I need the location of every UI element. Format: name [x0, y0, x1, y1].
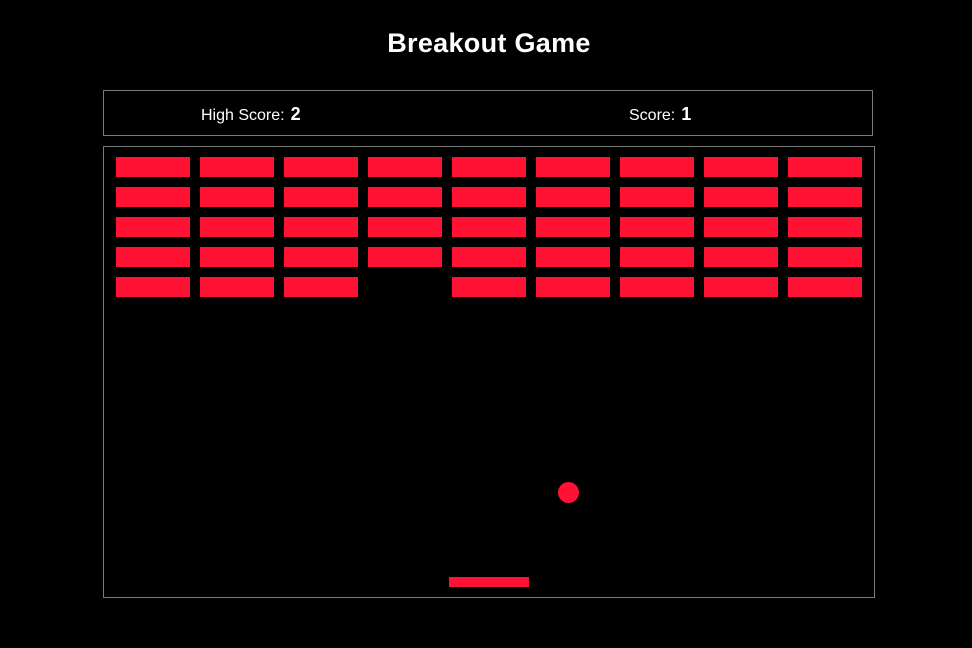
brick	[200, 247, 274, 267]
brick	[452, 217, 526, 237]
brick	[620, 277, 694, 297]
brick	[200, 277, 274, 297]
brick	[368, 247, 442, 267]
brick	[200, 157, 274, 177]
brick	[116, 187, 190, 207]
scoreboard: High Score: 2 Score: 1	[103, 90, 873, 136]
brick	[200, 217, 274, 237]
brick	[536, 187, 610, 207]
brick	[788, 247, 862, 267]
brick	[284, 217, 358, 237]
brick	[200, 187, 274, 207]
brick	[116, 157, 190, 177]
brick	[788, 157, 862, 177]
brick	[284, 277, 358, 297]
brick	[536, 247, 610, 267]
high-score-value: 2	[290, 104, 301, 124]
brick	[536, 217, 610, 237]
brick	[452, 247, 526, 267]
brick	[620, 187, 694, 207]
high-score-label: High Score:	[201, 107, 285, 124]
brick	[704, 247, 778, 267]
score-label: Score:	[629, 107, 676, 124]
brick	[788, 277, 862, 297]
brick	[116, 277, 190, 297]
brick	[704, 187, 778, 207]
brick	[620, 217, 694, 237]
brick	[620, 157, 694, 177]
brick	[788, 187, 862, 207]
brick	[704, 217, 778, 237]
brick	[116, 247, 190, 267]
brick	[704, 157, 778, 177]
paddle[interactable]	[449, 577, 529, 587]
brick	[284, 157, 358, 177]
game-board[interactable]	[103, 146, 875, 598]
brick	[284, 187, 358, 207]
brick	[452, 277, 526, 297]
score-display: Score: 1	[629, 91, 691, 137]
ball	[558, 482, 579, 503]
brick	[368, 157, 442, 177]
brick	[452, 187, 526, 207]
brick	[536, 157, 610, 177]
high-score-display: High Score: 2	[201, 91, 301, 137]
brick	[368, 217, 442, 237]
score-value: 1	[681, 104, 692, 124]
brick	[368, 187, 442, 207]
brick	[704, 277, 778, 297]
brick	[452, 157, 526, 177]
page-title: Breakout Game	[387, 28, 591, 58]
brick	[620, 247, 694, 267]
brick	[116, 217, 190, 237]
brick	[284, 247, 358, 267]
brick	[788, 217, 862, 237]
brick	[536, 277, 610, 297]
